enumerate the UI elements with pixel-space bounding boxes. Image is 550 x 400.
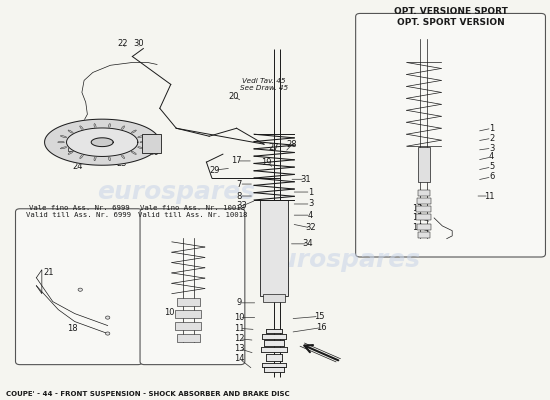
Text: 16: 16 (316, 323, 327, 332)
Bar (417, 147, 430, 182)
Bar (417, 198, 431, 204)
Bar (417, 232, 430, 238)
Bar (417, 224, 431, 230)
Text: 33: 33 (236, 202, 248, 210)
Ellipse shape (80, 154, 84, 158)
Text: 19: 19 (261, 158, 272, 167)
Text: 3: 3 (489, 144, 494, 153)
Text: 12: 12 (234, 334, 245, 343)
FancyBboxPatch shape (356, 14, 546, 257)
Ellipse shape (131, 151, 136, 154)
Text: 11: 11 (234, 324, 245, 333)
Bar (68, 146, 78, 150)
Bar (264, 340, 284, 346)
Text: 9: 9 (236, 298, 242, 307)
Ellipse shape (131, 130, 136, 133)
Text: 7: 7 (236, 180, 242, 188)
Text: 27: 27 (268, 143, 279, 152)
Polygon shape (67, 128, 138, 156)
Polygon shape (45, 119, 160, 165)
Text: 14: 14 (412, 224, 423, 232)
Ellipse shape (78, 288, 82, 291)
Text: 2: 2 (489, 134, 494, 143)
Bar (264, 368, 284, 372)
Ellipse shape (138, 147, 144, 149)
Text: 5: 5 (489, 162, 494, 172)
Text: 10: 10 (234, 313, 245, 322)
Bar (261, 348, 287, 352)
Text: 34: 34 (302, 239, 313, 248)
FancyBboxPatch shape (15, 209, 142, 365)
Bar (262, 363, 286, 367)
Text: 28: 28 (286, 140, 297, 150)
Text: 32: 32 (305, 224, 316, 232)
Bar (177, 334, 200, 342)
Text: 4: 4 (489, 152, 494, 162)
Ellipse shape (80, 126, 84, 130)
Ellipse shape (106, 332, 110, 335)
FancyBboxPatch shape (140, 209, 245, 365)
Text: 8: 8 (236, 192, 242, 200)
Text: 29: 29 (210, 166, 220, 175)
Ellipse shape (60, 136, 67, 138)
Text: 14: 14 (234, 354, 245, 363)
Ellipse shape (94, 156, 96, 161)
Text: 15: 15 (314, 312, 324, 321)
Bar (175, 310, 201, 318)
Bar (266, 354, 282, 361)
Bar (263, 294, 285, 302)
Bar (417, 190, 430, 196)
Ellipse shape (108, 156, 111, 161)
Ellipse shape (121, 126, 125, 130)
Text: 12: 12 (412, 204, 423, 213)
Text: Vale fino Ass. Nr. 6999
Valid till Ass. Nr. 6999: Vale fino Ass. Nr. 6999 Valid till Ass. … (26, 205, 131, 218)
Text: Vale fino Ass. Nr. 10018
Valid till Ass. Nr. 10018: Vale fino Ass. Nr. 10018 Valid till Ass.… (138, 205, 247, 218)
Text: 11: 11 (483, 192, 494, 200)
Ellipse shape (68, 130, 73, 133)
Text: 10: 10 (164, 308, 175, 317)
Text: 13: 13 (412, 214, 423, 222)
Ellipse shape (58, 142, 64, 143)
Text: eurospares: eurospares (97, 180, 255, 204)
Bar (416, 206, 432, 212)
Text: Vedi Tav. 45
See Draw. 45: Vedi Tav. 45 See Draw. 45 (240, 78, 288, 92)
Text: 3: 3 (308, 200, 314, 208)
Text: 31: 31 (300, 175, 311, 184)
Text: 25: 25 (116, 159, 126, 168)
Polygon shape (91, 138, 113, 146)
Text: 18: 18 (67, 324, 78, 333)
Text: 1: 1 (308, 188, 314, 196)
Text: 13: 13 (234, 344, 245, 353)
Text: COUPE' - 44 - FRONT SUSPENSION - SHOCK ABSORBER AND BRAKE DISC: COUPE' - 44 - FRONT SUSPENSION - SHOCK A… (6, 390, 290, 396)
Text: 17: 17 (232, 156, 242, 166)
Ellipse shape (60, 147, 67, 149)
Ellipse shape (94, 124, 96, 128)
Ellipse shape (68, 151, 73, 154)
Text: 26: 26 (148, 148, 158, 158)
Text: 21: 21 (43, 268, 54, 277)
Bar (416, 214, 432, 220)
Text: 4: 4 (308, 211, 314, 220)
Text: OPT. VERSIONE SPORT
OPT. SPORT VERSION: OPT. VERSIONE SPORT OPT. SPORT VERSION (394, 7, 508, 27)
Ellipse shape (121, 154, 125, 158)
Bar (177, 298, 200, 306)
Ellipse shape (138, 136, 144, 138)
Text: 6: 6 (489, 172, 494, 181)
Bar (175, 322, 201, 330)
Ellipse shape (140, 142, 147, 143)
Text: 1: 1 (489, 124, 494, 133)
Text: 24: 24 (72, 162, 82, 171)
Bar (142, 134, 162, 153)
Text: 20: 20 (229, 92, 239, 101)
Text: 22: 22 (117, 39, 128, 48)
Text: 30: 30 (134, 39, 144, 48)
Text: eurospares: eurospares (262, 248, 420, 272)
Ellipse shape (106, 316, 110, 319)
Ellipse shape (108, 124, 111, 128)
Text: 23: 23 (122, 148, 132, 158)
Bar (262, 334, 286, 339)
Bar (260, 200, 288, 296)
Bar (266, 329, 282, 333)
